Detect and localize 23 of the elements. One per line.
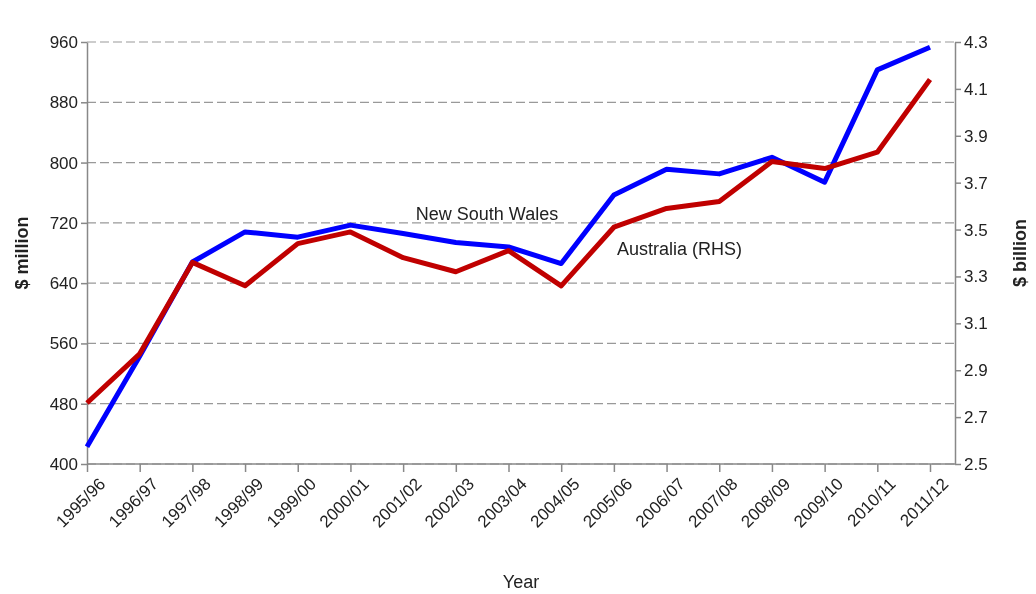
y2-tick-label: 3.9 (964, 126, 988, 146)
y-tick-label: 800 (49, 153, 78, 173)
y2-tick-label: 3.7 (964, 173, 988, 193)
y2-tick-label: 4.3 (964, 32, 988, 52)
y-tick-label: 880 (49, 93, 78, 113)
y-tick-label: 560 (49, 334, 78, 354)
y2-tick-label: 2.9 (964, 361, 988, 381)
y2-tick-label: 3.5 (964, 220, 988, 240)
y-tick-label: 720 (49, 213, 78, 233)
series-label: Australia (RHS) (616, 239, 742, 260)
y-tick-label: 400 (49, 454, 78, 474)
y2-tick-label: 2.7 (964, 408, 988, 428)
series-label: New South Wales (415, 204, 559, 225)
y-tick-label: 640 (49, 274, 78, 294)
y-tick-label: 960 (49, 32, 78, 52)
y2-tick-label: 3.1 (964, 314, 988, 334)
y-axis-title: $ million (12, 216, 32, 290)
y2-tick-label: 4.1 (964, 79, 988, 99)
x-axis-title: Year (502, 572, 540, 592)
y2-tick-label: 3.3 (964, 267, 988, 287)
y-tick-label: 480 (49, 394, 78, 414)
y2-axis-title: $ billion (1010, 218, 1030, 288)
y2-tick-label: 2.5 (964, 454, 988, 474)
